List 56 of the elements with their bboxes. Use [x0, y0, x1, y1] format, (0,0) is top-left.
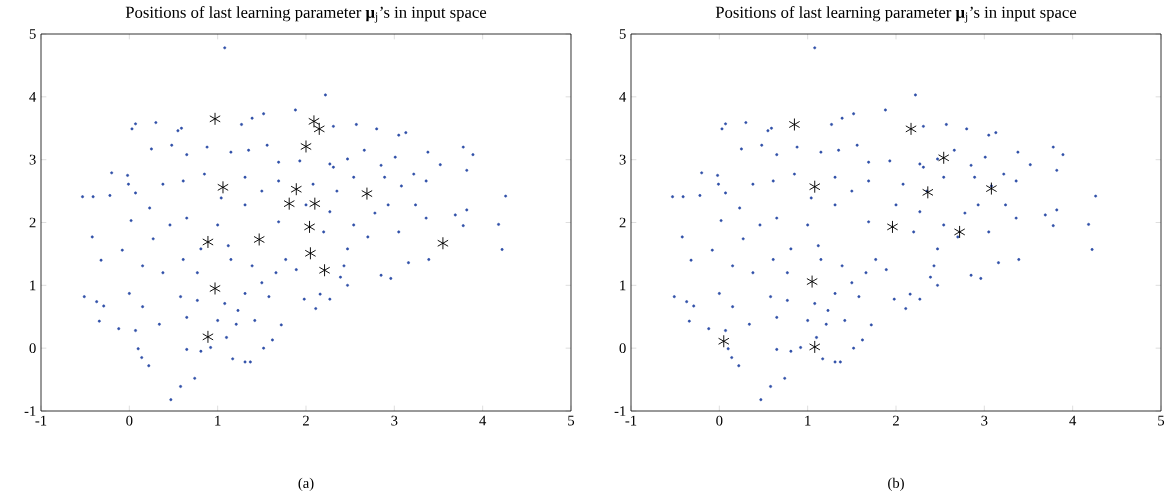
y-tick-label: 0	[29, 343, 36, 354]
point	[938, 151, 950, 165]
y-tick-label: 4	[619, 92, 627, 102]
point	[290, 182, 302, 196]
x-tick-label: 4	[479, 415, 487, 426]
point	[361, 187, 373, 201]
point	[718, 334, 730, 348]
point	[209, 282, 221, 295]
x-tick-label: 1	[215, 415, 221, 426]
point	[922, 185, 934, 199]
point	[809, 340, 821, 354]
point	[437, 236, 449, 250]
point	[202, 235, 214, 249]
point	[788, 118, 801, 131]
x-tick-label: 5	[568, 415, 575, 426]
x-tick-label: 2	[892, 415, 899, 426]
point	[318, 263, 331, 277]
point	[202, 330, 214, 344]
y-tick-label: 0	[619, 343, 626, 354]
text: (a)	[298, 477, 314, 491]
x-tick-label: 2	[302, 415, 309, 426]
x-tick-label: 0	[716, 415, 723, 426]
y-tick-label: 1	[30, 280, 36, 291]
y-tick-label: 5	[29, 29, 36, 39]
point	[283, 197, 295, 211]
x-tick-label: 5	[1158, 415, 1165, 426]
y-tick-label: 4	[29, 92, 37, 102]
y-tick-label: -1	[614, 406, 626, 416]
point	[304, 246, 317, 260]
chart-title: Positions of last learning parameter μ$_{j}$’s in input space	[715, 6, 1077, 23]
y-tick-label: 1	[620, 280, 626, 291]
point	[905, 122, 917, 136]
point	[300, 140, 312, 153]
y-tick-label: 2	[619, 217, 626, 228]
point	[303, 220, 316, 234]
chart-title: Positions of last learning parameter μ$_{j}$’s in input space	[125, 6, 487, 23]
y-tick-label: 3	[29, 154, 36, 165]
point	[217, 180, 229, 194]
point	[209, 112, 221, 126]
y-tick-label: 5	[619, 29, 626, 39]
point	[253, 233, 265, 246]
x-tick-label: 3	[391, 415, 398, 426]
point	[953, 225, 966, 239]
text: (b)	[888, 477, 904, 491]
point	[806, 275, 818, 289]
y-tick-label: 2	[29, 217, 36, 228]
x-tick-label: 1	[805, 415, 811, 426]
y-tick-label: -1	[24, 406, 36, 416]
point	[886, 220, 899, 234]
y-tick-label: 3	[619, 154, 626, 165]
point	[309, 197, 321, 211]
x-tick-label: 3	[981, 415, 988, 426]
point	[985, 182, 998, 196]
x-tick-label: 0	[126, 415, 133, 426]
x-tick-label: 4	[1069, 415, 1077, 426]
point	[809, 180, 821, 194]
